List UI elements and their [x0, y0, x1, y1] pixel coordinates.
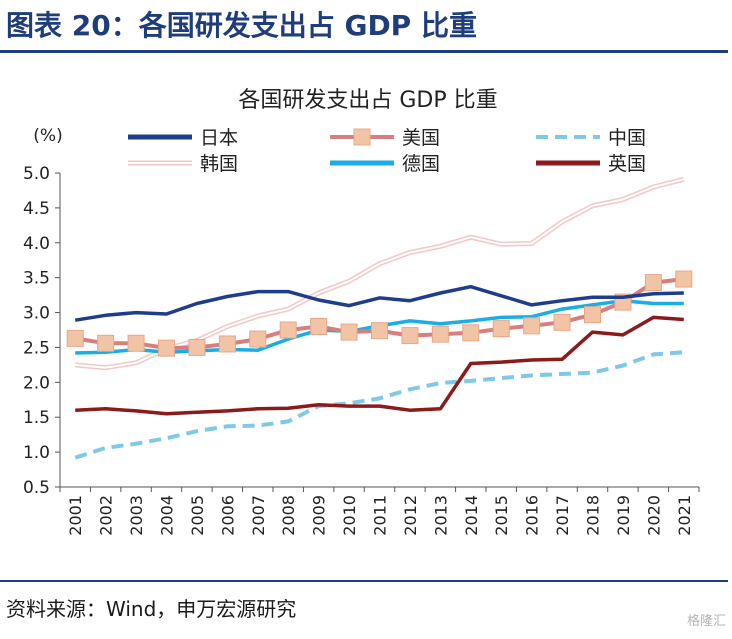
- y-axis-unit-label: (%): [33, 126, 62, 146]
- data-point-marker: [310, 318, 328, 336]
- x-tick-label: 2009: [310, 495, 329, 536]
- series-line: [74, 350, 684, 460]
- x-tick-label: 2005: [188, 495, 207, 536]
- title-divider: [0, 50, 728, 53]
- x-tick-label: 2020: [644, 495, 663, 536]
- y-tick-label: 2.0: [23, 373, 50, 393]
- data-point-marker: [158, 339, 175, 357]
- x-tick-label: 2017: [553, 495, 572, 536]
- data-point-marker: [97, 334, 115, 352]
- data-point-marker: [462, 324, 480, 342]
- x-tick-label: 2012: [401, 495, 420, 536]
- data-point-marker: [279, 321, 297, 339]
- data-point-marker: [675, 270, 693, 288]
- series-line: [75, 315, 684, 416]
- series-日本: [74, 284, 684, 322]
- data-point-marker: [644, 274, 662, 292]
- x-tick-label: 2001: [66, 495, 85, 536]
- x-tick-label: 2015: [492, 495, 511, 536]
- series-line: [74, 176, 685, 371]
- data-point-marker: [584, 306, 601, 324]
- data-point-marker: [553, 313, 571, 331]
- legend-item-德国: 德国: [330, 153, 440, 175]
- series-line: [74, 284, 684, 322]
- y-tick-label: 0.5: [23, 478, 50, 498]
- series-layer: [66, 176, 693, 460]
- x-tick-label: 2006: [218, 495, 237, 536]
- x-tick-label: 2019: [614, 495, 633, 536]
- legend-label: 日本: [200, 127, 238, 149]
- page-title: 图表 20：各国研发支出占 GDP 比重: [6, 9, 477, 42]
- footer-divider: [0, 580, 728, 582]
- y-tick-label: 3.0: [23, 304, 50, 324]
- source-note: 资料来源：Wind，申万宏源研究: [6, 597, 297, 621]
- y-tick-label: 1.0: [23, 443, 50, 463]
- legend-marker: [353, 128, 371, 146]
- chart-axes: 0.5 1.0 1.5 2.0 2.5 3.0 3.5 4.0 4.5 5.0 2001 2002 20…: [23, 164, 700, 536]
- chart-title: 各国研发支出占 GDP 比重: [238, 88, 497, 113]
- x-tick-label: 2003: [127, 495, 146, 536]
- line-chart: 各国研发支出占 GDP 比重 (%) 0.5 1.0 1.5 2.0 2.5 3.0 3.5…: [23, 88, 700, 536]
- x-tick-label: 2011: [371, 495, 390, 536]
- series-韩国: [74, 176, 685, 371]
- data-point-marker: [401, 327, 419, 345]
- x-tick-label: 2021: [675, 495, 694, 536]
- x-tick-label: 2018: [584, 495, 603, 536]
- x-tick-label: 2008: [279, 495, 298, 536]
- y-tick-label: 4.0: [23, 234, 50, 254]
- data-point-marker: [523, 317, 541, 335]
- legend-item-美国: 美国: [330, 127, 440, 149]
- data-point-marker: [218, 335, 236, 353]
- legend-item-韩国: 韩国: [128, 153, 238, 175]
- y-tick-label: 3.5: [23, 269, 50, 289]
- x-tick-label: 2007: [249, 495, 268, 536]
- data-point-marker: [371, 322, 388, 340]
- y-tick-label: 5.0: [23, 164, 50, 184]
- watermark: 格隆汇: [686, 614, 726, 629]
- legend-label: 德国: [402, 153, 440, 175]
- data-point-marker: [127, 334, 145, 352]
- legend-label: 中国: [608, 127, 646, 149]
- x-tick-label: 2014: [462, 495, 481, 536]
- legend-item-英国: 英国: [536, 153, 646, 175]
- x-tick-label: 2010: [340, 495, 359, 536]
- data-point-marker: [249, 330, 267, 348]
- data-point-marker: [66, 329, 84, 347]
- legend-item-中国: 中国: [536, 127, 646, 149]
- x-tick-label: 2013: [431, 495, 450, 536]
- x-tick-label: 2016: [523, 495, 542, 536]
- series-中国: [74, 350, 684, 460]
- x-tick-label: 2002: [97, 495, 116, 536]
- legend-item-日本: 日本: [128, 127, 238, 149]
- data-point-marker: [340, 323, 358, 341]
- y-tick-label: 1.5: [23, 408, 50, 428]
- series-英国: [75, 315, 684, 416]
- legend-label: 美国: [402, 127, 440, 149]
- legend-label: 英国: [608, 153, 646, 175]
- y-tick-label: 2.5: [23, 338, 50, 358]
- y-tick-label: 4.5: [23, 199, 50, 219]
- data-point-marker: [492, 320, 510, 338]
- data-point-marker: [431, 325, 449, 343]
- legend-label: 韩国: [200, 153, 238, 175]
- data-point-marker: [188, 338, 206, 356]
- x-tick-label: 2004: [158, 495, 177, 536]
